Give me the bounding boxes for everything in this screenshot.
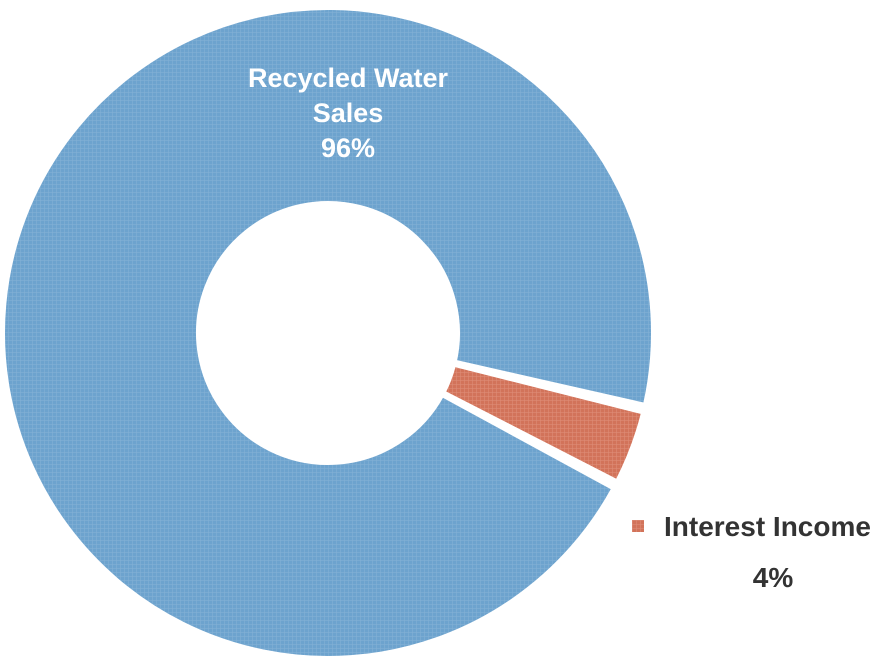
label-interest-income: Interest Income [664,511,871,542]
labels-layer: Recycled Water Sales 96% Interest Income 4% [248,63,871,593]
label-interest-income-percent: 4% [753,562,794,593]
label-recycled-water-sales-percent: 96% [321,133,375,163]
label-recycled-water-sales-line: Sales [313,98,384,128]
slice-recycled-water-sales [1,6,655,658]
label-recycled-water-sales-line: Recycled Water [248,63,449,93]
slices-layer [1,6,655,658]
slice-interest-income [440,362,646,485]
interest-income-marker-icon [632,520,644,532]
